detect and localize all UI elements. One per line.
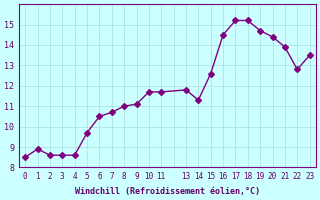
X-axis label: Windchill (Refroidissement éolien,°C): Windchill (Refroidissement éolien,°C) [75, 187, 260, 196]
